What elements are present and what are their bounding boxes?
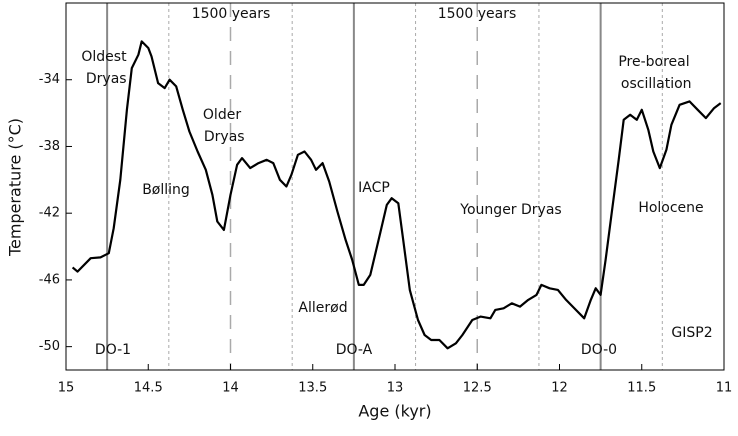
annotation: Bølling bbox=[142, 182, 190, 198]
x-tick-label: 14.5 bbox=[134, 381, 163, 396]
annotation: Allerød bbox=[298, 300, 347, 316]
annotation: 1500 years bbox=[438, 6, 517, 22]
x-tick-label: 13 bbox=[387, 381, 404, 396]
annotation: Younger Dryas bbox=[459, 202, 561, 218]
y-axis-title: Temperature (°C) bbox=[6, 118, 25, 257]
x-tick-label: 11.5 bbox=[627, 381, 656, 396]
x-axis-title: Age (kyr) bbox=[358, 402, 431, 421]
annotation: Pre-boreal oscillation bbox=[616, 54, 691, 92]
y-tick-label: -42 bbox=[39, 206, 60, 221]
y-tick-label: -50 bbox=[39, 339, 60, 354]
x-tick-label: 15 bbox=[58, 381, 75, 396]
x-tick-label: 13.5 bbox=[298, 381, 327, 396]
annotation: Oldest Dryas bbox=[81, 49, 127, 87]
annotation: DO-1 bbox=[95, 342, 131, 358]
data-line bbox=[71, 40, 722, 350]
x-tick-label: 14 bbox=[222, 381, 239, 396]
annotation: 1500 years bbox=[192, 6, 271, 22]
x-tick-label: 11 bbox=[716, 381, 733, 396]
annotation: IACP bbox=[358, 180, 390, 196]
y-tick-label: -46 bbox=[39, 272, 60, 287]
y-tick-label: -38 bbox=[39, 139, 60, 154]
x-tick-label: 12.5 bbox=[463, 381, 492, 396]
annotation: DO-0 bbox=[581, 342, 617, 358]
y-tick-label: -34 bbox=[39, 72, 60, 87]
annotation: Holocene bbox=[638, 200, 703, 216]
annotation: GISP2 bbox=[671, 325, 712, 341]
annotation: DO-A bbox=[336, 342, 373, 358]
x-tick-label: 12 bbox=[551, 381, 568, 396]
annotation: Older Dryas bbox=[199, 107, 244, 145]
